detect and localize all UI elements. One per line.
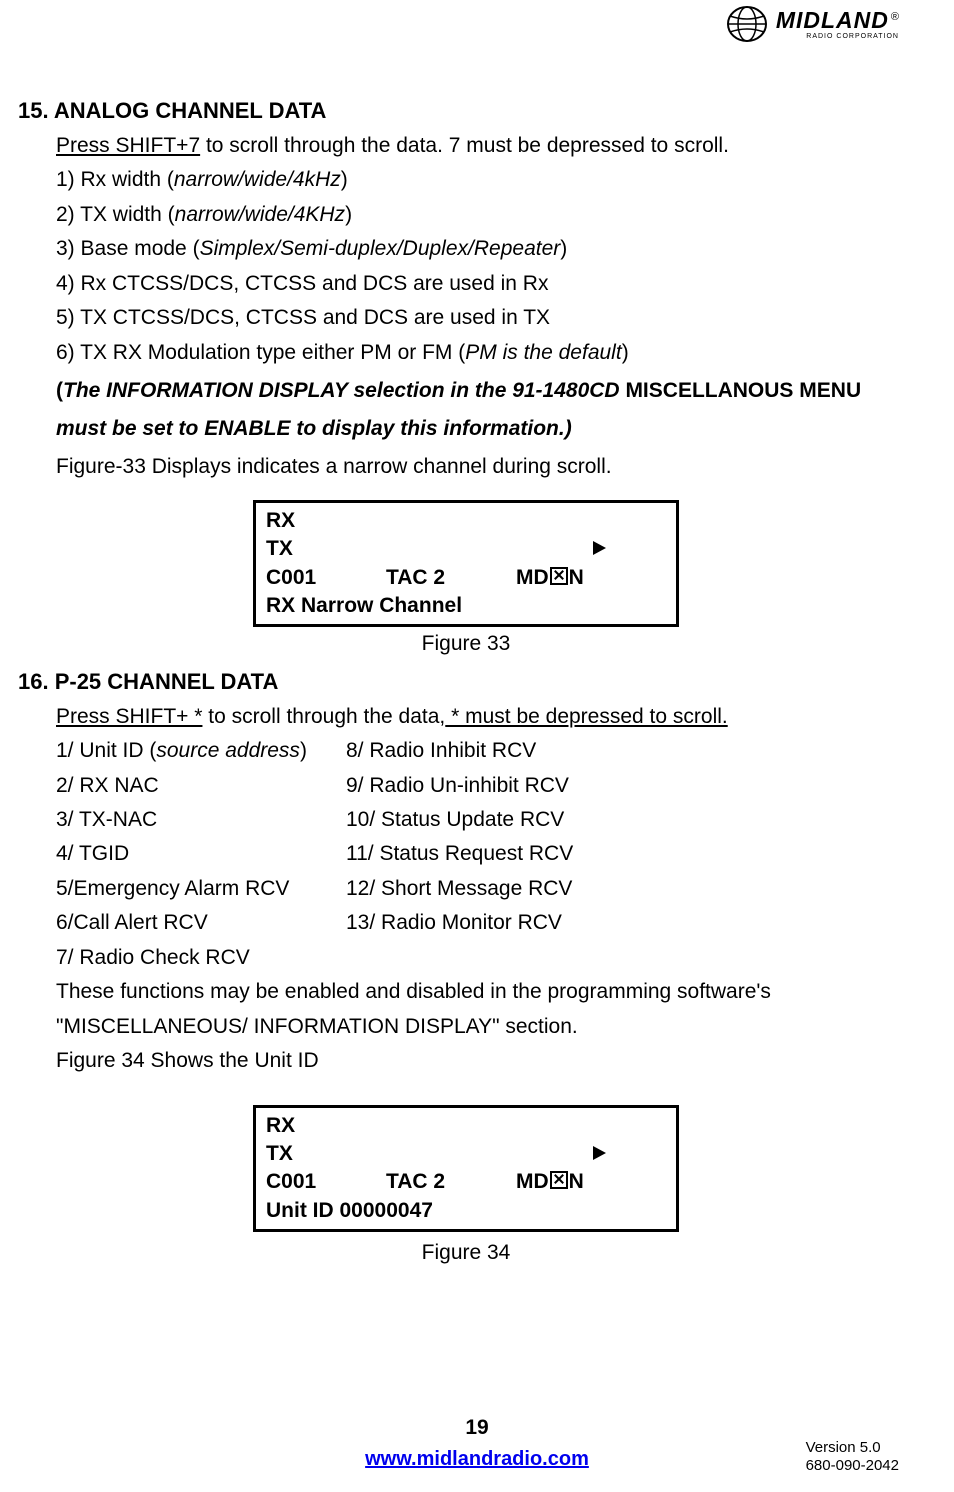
shiftstar-shortcut: Press SHIFT+ * (56, 705, 202, 728)
note-c: MISCELLANOUS MENU (620, 379, 862, 402)
play-icon (593, 1146, 606, 1160)
p25-2: 2/ RX NAC (56, 771, 336, 801)
globe-icon (724, 4, 770, 44)
p25-12: 12/ Short Message RCV (346, 874, 914, 904)
p25-after-1: These functions may be enabled and disab… (56, 977, 914, 1007)
footer-version: Version 5.0 (806, 1439, 899, 1458)
shiftstar-u2: * must be depressed to scroll. (445, 705, 727, 728)
d33-channel: C001 (266, 564, 386, 592)
item-4: 4) Rx CTCSS/DCS, CTCSS and DCS are used … (56, 269, 914, 299)
shiftstar-mid: to scroll through the data, (202, 705, 445, 728)
brand-subtitle: RADIO CORPORATION (776, 33, 899, 40)
p25-3: 3/ TX-NAC (56, 805, 336, 835)
page-footer: 19 www.midlandradio.com Version 5.0 680-… (0, 1413, 954, 1474)
d34-rx: RX (266, 1112, 666, 1140)
figure-34-caption: Figure 34 (18, 1238, 914, 1268)
d34-channel: C001 (266, 1168, 386, 1196)
p25-10: 10/ Status Update RCV (346, 805, 914, 835)
p25-after-2: "MISCELLANEOUS/ INFORMATION DISPLAY" sec… (56, 1012, 914, 1042)
p25-6: 6/Call Alert RCV (56, 908, 336, 938)
p25-1-c: ) (300, 739, 307, 762)
item-2-a: 2) TX width ( (56, 203, 175, 226)
d33-md-suf: N (569, 566, 584, 589)
p25-7: 7/ Radio Check RCV (56, 943, 336, 973)
item-3-a: 3) Base mode ( (56, 237, 200, 260)
item-3-c: ) (560, 237, 567, 260)
section-15-body: Press SHIFT+7 to scroll through the data… (56, 131, 914, 482)
d33-status: RX Narrow Channel (266, 592, 666, 620)
brand-name-first: M (776, 7, 796, 33)
brand-logo: MIDLAND® RADIO CORPORATION (724, 4, 899, 44)
d34-tx: TX (266, 1140, 293, 1168)
d33-md-pre: MD (516, 566, 549, 589)
item-1-a: 1) Rx width ( (56, 168, 174, 191)
item-3-b: Simplex/Semi-duplex/Duplex/Repeater (200, 237, 561, 260)
item-2-b: narrow/wide/4KHz (175, 203, 345, 226)
p25-13: 13/ Radio Monitor RCV (346, 908, 914, 938)
p25-9: 9/ Radio Un-inhibit RCV (346, 771, 914, 801)
footer-docnum: 680-090-2042 (806, 1457, 899, 1476)
p25-list: 1/ Unit ID (source address) 2/ RX NAC 3/… (56, 732, 914, 973)
item-1-c: ) (341, 168, 348, 191)
p25-after-3: Figure 34 Shows the Unit ID (56, 1046, 914, 1076)
item-1-b: narrow/wide/4kHz (174, 168, 341, 191)
brand-text: MIDLAND® RADIO CORPORATION (776, 9, 899, 40)
section-16-body: Press SHIFT+ * to scroll through the dat… (56, 702, 914, 1077)
p25-11: 11/ Status Request RCV (346, 839, 914, 869)
item-6-a: 6) TX RX Modulation type either PM or FM… (56, 341, 465, 364)
p25-5: 5/Emergency Alarm RCV (56, 874, 336, 904)
p25-1-b: source address (156, 739, 300, 762)
item-6-c: ) (622, 341, 629, 364)
d33-tac: TAC 2 (386, 564, 516, 592)
box-x-icon (550, 567, 568, 585)
page: MIDLAND® RADIO CORPORATION 15. ANALOG CH… (0, 0, 954, 1492)
shift7-shortcut: Press SHIFT+7 (56, 134, 200, 157)
brand-name-rest: IDLAND (796, 7, 889, 33)
d34-md-pre: MD (516, 1170, 549, 1193)
page-content: 15. ANALOG CHANNEL DATA Press SHIFT+7 to… (18, 95, 914, 1268)
d34-md-suf: N (569, 1170, 584, 1193)
item-6-b: PM is the default (465, 341, 621, 364)
play-icon (593, 541, 606, 555)
note-d: must be set to ENABLE to display this in… (56, 417, 572, 440)
item-5: 5) TX CTCSS/DCS, CTCSS and DCS are used … (56, 303, 914, 333)
item-2-c: ) (345, 203, 352, 226)
d34-tac: TAC 2 (386, 1168, 516, 1196)
box-x-icon (550, 1171, 568, 1189)
shift7-desc: to scroll through the data. 7 must be de… (200, 134, 729, 157)
d33-tx: TX (266, 535, 293, 563)
section-16-heading: 16. P-25 CHANNEL DATA (18, 666, 914, 698)
registered-icon: ® (891, 11, 899, 23)
section-15-heading: 15. ANALOG CHANNEL DATA (18, 95, 914, 127)
p25-8: 8/ Radio Inhibit RCV (346, 736, 914, 766)
display-box-34: RX TX C001 TAC 2 MD N Unit ID 00000047 (253, 1105, 679, 1232)
figure-33-caption: Figure 33 (18, 629, 914, 659)
fig33-intro: Figure-33 Displays indicates a narrow ch… (56, 452, 914, 482)
note-b: The INFORMATION DISPLAY selection in the… (63, 379, 620, 402)
footer-meta: Version 5.0 680-090-2042 (806, 1439, 899, 1477)
note-open: ( (56, 379, 63, 402)
p25-4: 4/ TGID (56, 839, 336, 869)
display-box-33: RX TX C001 TAC 2 MD N RX Narrow Channel (253, 500, 679, 627)
d34-status: Unit ID 00000047 (266, 1197, 666, 1225)
p25-1-a: 1/ Unit ID ( (56, 739, 156, 762)
d33-rx: RX (266, 507, 666, 535)
footer-link[interactable]: www.midlandradio.com (365, 1448, 589, 1470)
